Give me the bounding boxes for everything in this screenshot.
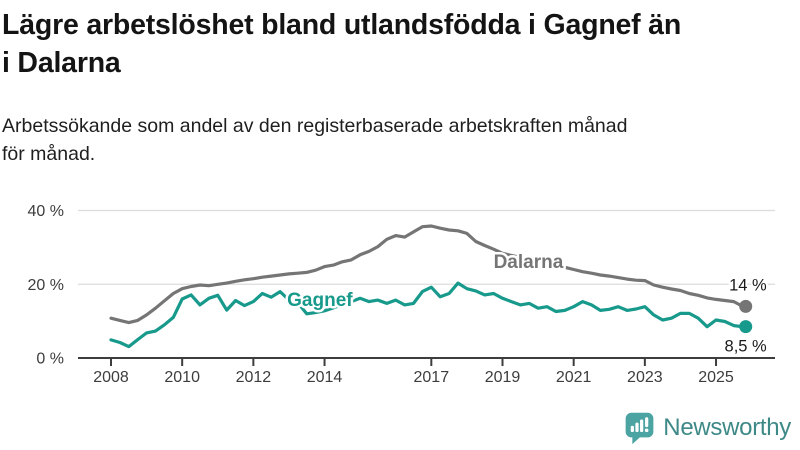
exclamation-dot <box>645 428 649 433</box>
title-line-1: Lägre arbetslöshet bland utlandsfödda i … <box>2 9 682 41</box>
header: Lägre arbetslöshet bland utlandsfödda i … <box>2 6 792 82</box>
y-axis-label-20: 20 % <box>28 277 64 294</box>
end-dot-gagnef <box>739 320 753 334</box>
bar-chart-speech-bubble-icon <box>625 412 654 445</box>
x-axis-label-2023: 2023 <box>627 369 663 386</box>
bar-1 <box>631 425 635 433</box>
x-axis-label-2012: 2012 <box>236 369 272 386</box>
bar-chart-glyph <box>631 417 649 433</box>
subtitle-line-2: för månad. <box>2 142 96 165</box>
brand-wordmark: Newsworthy <box>663 414 791 441</box>
series-line-gagnef <box>109 281 745 349</box>
end-value-label-dalarna: 14 % <box>729 276 767 294</box>
chart-subtitle: Arbetssökande som andel av den registerb… <box>2 113 782 168</box>
speech-bubble-shape <box>625 412 654 438</box>
x-axis-label-2021: 2021 <box>556 369 592 386</box>
x-axis-label-2019: 2019 <box>485 369 521 386</box>
x-axis-label-2017: 2017 <box>414 369 450 386</box>
x-axis-label-2010: 2010 <box>164 369 200 386</box>
x-axis-label-2025: 2025 <box>698 369 734 386</box>
series-label-dalarna: Dalarna <box>494 252 564 273</box>
exclamation-stem <box>645 417 649 428</box>
y-axis-label-0: 0 % <box>36 351 64 368</box>
series-label-gagnef: Gagnef <box>287 290 353 311</box>
bar-2 <box>635 422 639 433</box>
end-dot-dalarna <box>739 299 753 313</box>
series-line-dalarna <box>109 224 745 325</box>
end-value-label-gagnef: 8,5 % <box>725 338 768 356</box>
bar-3 <box>640 419 644 433</box>
brand-footer: Newsworthy <box>623 411 791 445</box>
y-axis-label-40: 40 % <box>28 203 64 220</box>
page-title: Lägre arbetslöshet bland utlandsfödda i … <box>2 6 792 82</box>
x-axis-label-2014: 2014 <box>307 369 343 386</box>
title-line-2: i Dalarna <box>2 47 121 79</box>
subtitle-line-1: Arbetssökande som andel av den registerb… <box>2 115 628 137</box>
x-axis-label-2008: 2008 <box>93 369 129 386</box>
